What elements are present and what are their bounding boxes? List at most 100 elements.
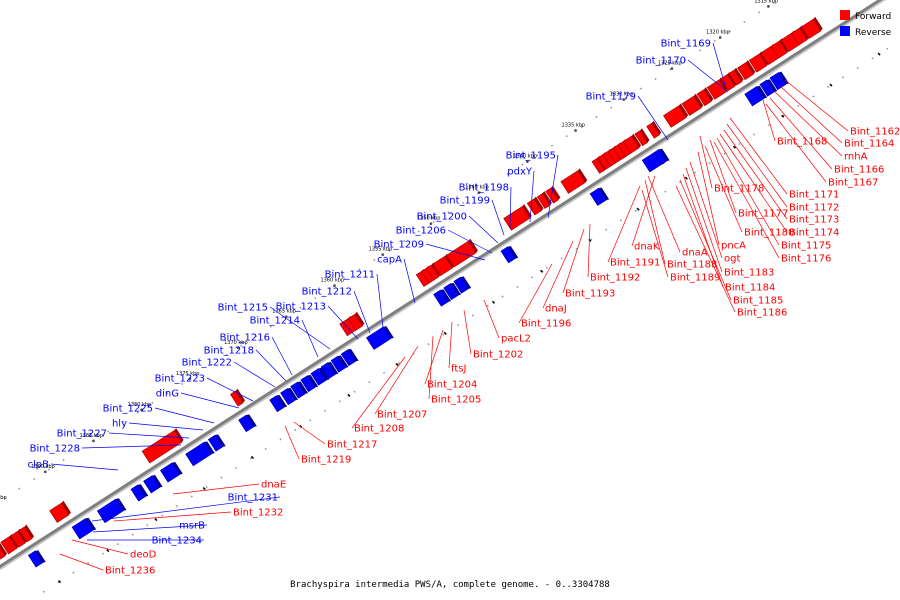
label-leader bbox=[562, 228, 585, 294]
gene-label-bint_1183: Bint_1183 bbox=[724, 268, 774, 279]
gene-shade bbox=[734, 67, 744, 82]
label-leader bbox=[529, 170, 535, 223]
label-leader bbox=[685, 167, 723, 273]
gene-shade bbox=[718, 77, 729, 92]
scale-tick bbox=[236, 346, 240, 350]
label-leader bbox=[233, 361, 276, 388]
scale-tick-label: 1350 kbp bbox=[417, 216, 441, 222]
label-leader bbox=[59, 553, 104, 571]
scale-tick bbox=[188, 377, 192, 381]
gene-shade bbox=[756, 85, 768, 99]
gene-label-bint_1215: Bint_1215 bbox=[218, 303, 268, 314]
gene-shade bbox=[766, 79, 778, 92]
gene-features bbox=[0, 16, 823, 568]
label-leader bbox=[491, 199, 505, 236]
gene-shade bbox=[745, 60, 756, 75]
gene-label-bint_1200: Bint_1200 bbox=[417, 212, 467, 223]
gene-shade bbox=[337, 355, 349, 368]
label-leader bbox=[697, 151, 720, 246]
label-leader bbox=[518, 263, 553, 324]
gene-label-bint_1195: Bint_1195 bbox=[506, 151, 556, 162]
gene-label-pnca: pncA bbox=[721, 241, 746, 252]
label-leader bbox=[704, 145, 743, 233]
label-leader bbox=[509, 186, 512, 229]
gene-label-rnha: rnhA bbox=[844, 152, 868, 163]
label-leader bbox=[542, 240, 574, 309]
gene-label-bint_1196: Bint_1196 bbox=[521, 319, 571, 330]
label-leader bbox=[587, 223, 591, 278]
scale-tick-label: 1395 kbp bbox=[0, 495, 7, 501]
scale-tick-label: 1320 kbp bbox=[706, 29, 730, 35]
scale-tick-label: 1375 kbp bbox=[176, 371, 200, 377]
scale-tick-label: 1380 kbp bbox=[128, 402, 152, 408]
gene-label-ding: dinG bbox=[156, 389, 179, 400]
gene-label-bint_1164: Bint_1164 bbox=[844, 139, 894, 150]
gene-shade bbox=[639, 128, 650, 143]
gene-shade bbox=[137, 484, 149, 497]
label-leader bbox=[682, 173, 724, 288]
scale-dash bbox=[684, 176, 688, 180]
scale-dash bbox=[540, 269, 544, 273]
gene-label-bint_1191: Bint_1191 bbox=[610, 258, 660, 269]
gene-label-bint_1223: Bint_1223 bbox=[155, 374, 205, 385]
gene-labels: Bint_1169 Bint_1170 Bint_1179 Bint_1195 pdxY… bbox=[28, 39, 900, 577]
gene-label-hly: hly bbox=[112, 419, 127, 430]
gene-label-clpb: clpB bbox=[28, 460, 50, 471]
gene-label-bint_1175: Bint_1175 bbox=[781, 241, 831, 252]
gene-shade bbox=[174, 428, 184, 443]
gene-label-bint_1178: Bint_1178 bbox=[714, 184, 764, 195]
gene-label-msrb: msrB bbox=[179, 521, 205, 532]
label-leader bbox=[448, 321, 453, 369]
gene-label-bint_1185: Bint_1185 bbox=[733, 296, 783, 307]
gene-label-bint_1208: Bint_1208 bbox=[354, 424, 404, 435]
gene-label-dnae: dnaE bbox=[261, 480, 286, 491]
label-leader bbox=[689, 161, 723, 259]
gene-shade bbox=[693, 93, 704, 108]
label-leader bbox=[547, 154, 559, 219]
label-leader bbox=[719, 133, 788, 233]
gene-label-bint_1189: Bint_1189 bbox=[670, 273, 720, 284]
gene-shade bbox=[347, 348, 359, 362]
label-leader bbox=[687, 59, 729, 93]
gene-label-bint_1232: Bint_1232 bbox=[233, 508, 283, 519]
label-leader bbox=[154, 407, 215, 424]
gene-label-bint_1205: Bint_1205 bbox=[431, 395, 481, 406]
gene-label-bint_1199: Bint_1199 bbox=[440, 196, 490, 207]
scale-tick bbox=[92, 439, 95, 443]
label-leader bbox=[784, 79, 849, 132]
gene-shade bbox=[550, 185, 561, 200]
gene-label-bint_1212: Bint_1212 bbox=[302, 287, 352, 298]
gene-label-bint_1217: Bint_1217 bbox=[327, 440, 377, 451]
label-leader bbox=[50, 463, 119, 471]
label-leader bbox=[180, 392, 240, 409]
scale-tick-label: 1365 kbp bbox=[272, 309, 296, 315]
legend-swatch-forward bbox=[840, 10, 850, 20]
scale-tick-label: 1315 kbp bbox=[754, 0, 778, 4]
gene-shade bbox=[577, 168, 588, 183]
gene-label-pacl2: pacL2 bbox=[501, 334, 531, 345]
scale-tick bbox=[429, 222, 433, 226]
gene-label-bint_1214: Bint_1214 bbox=[250, 316, 300, 327]
label-leader bbox=[709, 139, 737, 214]
label-leader bbox=[271, 336, 293, 376]
scale-tick bbox=[477, 191, 481, 195]
gene-shade bbox=[703, 87, 714, 102]
label-leader bbox=[374, 345, 419, 415]
gene-label-bint_1186: Bint_1186 bbox=[737, 308, 787, 319]
gene-shade bbox=[779, 38, 790, 53]
scale-tick bbox=[140, 408, 144, 412]
gene-label-bint_1211: Bint_1211 bbox=[325, 270, 375, 281]
scale-tick bbox=[574, 129, 577, 132]
gene-label-bint_1209: Bint_1209 bbox=[374, 240, 424, 251]
scale-tick bbox=[525, 160, 529, 163]
scale-tick-label: 1335 kbp bbox=[562, 123, 586, 129]
label-leader-lines bbox=[50, 42, 849, 571]
gene-shade bbox=[172, 461, 183, 475]
scale-tick bbox=[766, 5, 770, 8]
label-leader bbox=[447, 229, 493, 254]
scale-dash bbox=[443, 331, 447, 335]
label-leader bbox=[425, 243, 486, 261]
gene-shade bbox=[307, 374, 319, 388]
gene-label-bint_1184: Bint_1184 bbox=[725, 283, 775, 294]
gene-label-bint_1231: Bint_1231 bbox=[228, 493, 278, 504]
